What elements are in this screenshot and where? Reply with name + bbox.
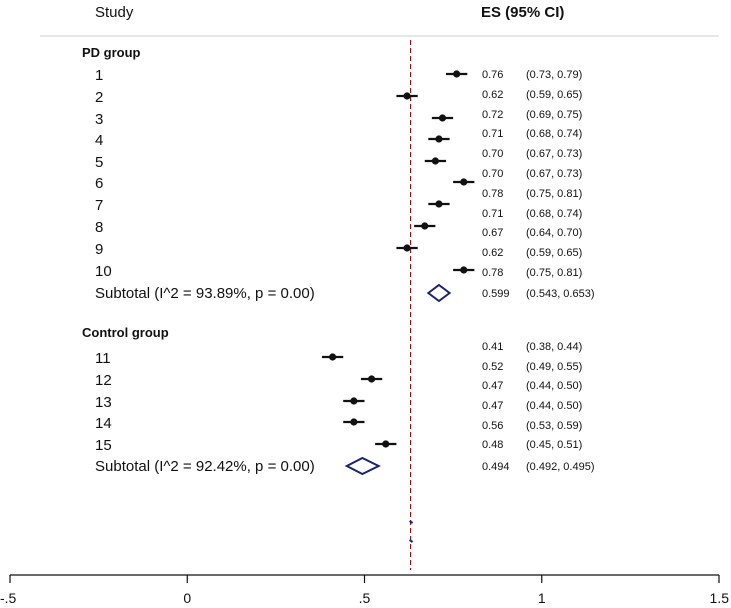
es-value: 0.48: [482, 439, 503, 451]
point-estimate: [367, 375, 376, 383]
study-label: 7: [95, 197, 103, 214]
es-value: 0.78: [482, 267, 503, 279]
study-label: 13: [95, 394, 112, 411]
x-tick-label: 1.5: [710, 590, 730, 606]
ci-value: (0.75, 0.81): [526, 267, 582, 279]
point-estimate: [431, 157, 439, 165]
study-label: 10: [95, 263, 112, 280]
point-estimate: [421, 222, 429, 230]
ci-value: (0.68, 0.74): [526, 128, 582, 140]
study-label: 3: [95, 111, 103, 128]
es-value: 0.78: [482, 188, 503, 200]
es-value: 0.47: [482, 400, 503, 412]
es-value: 0.72: [482, 109, 503, 121]
ci-value: (0.64, 0.70): [526, 227, 582, 239]
ci-value: (0.59, 0.65): [526, 247, 582, 259]
ci-value: (0.45, 0.51): [526, 439, 582, 451]
x-tick-label: 0: [183, 590, 191, 606]
study-label: 11: [95, 350, 111, 367]
group-label: PD group: [82, 45, 141, 60]
ci-value: (0.68, 0.74): [526, 208, 582, 220]
point-estimate: [350, 418, 358, 426]
study-label: 9: [95, 241, 103, 258]
study-label: 12: [95, 372, 112, 389]
es-value: 0.71: [482, 208, 503, 220]
subtotal-diamond: [344, 456, 381, 476]
ci-value: (0.49, 0.55): [526, 361, 582, 373]
ci-value: (0.69, 0.75): [526, 109, 582, 121]
ci-value: (0.53, 0.59): [526, 420, 582, 432]
subtotal-label: Subtotal (I^2 = 92.42%, p = 0.00): [95, 458, 315, 475]
study-label: 14: [95, 415, 112, 432]
header-es: ES (95% CI): [481, 4, 564, 21]
x-tick-label: -.5: [0, 590, 17, 606]
point-estimate: [350, 397, 358, 405]
ci-value: (0.67, 0.73): [526, 168, 582, 180]
ci-value: (0.44, 0.50): [526, 380, 582, 392]
es-value: 0.56: [482, 420, 503, 432]
overall-marker-top: [409, 520, 414, 524]
study-label: 4: [95, 132, 103, 149]
es-value: 0.71: [482, 128, 503, 140]
ci-value: (0.38, 0.44): [526, 341, 582, 353]
point-estimate: [435, 135, 443, 143]
es-value: 0.70: [482, 148, 503, 160]
es-value: 0.67: [482, 227, 503, 239]
study-label: 15: [95, 437, 112, 454]
header-study: Study: [95, 4, 134, 21]
subtotal-es-value: 0.494: [482, 461, 510, 473]
point-estimate: [403, 92, 411, 100]
point-estimate: [403, 244, 411, 252]
point-estimate: [438, 114, 447, 122]
point-estimate: [460, 266, 468, 274]
study-label: 1: [95, 67, 103, 84]
x-tick-label: 1: [538, 590, 546, 606]
plot-body: PD group 1 0.76 (0.73, 0.79) 2 0.62 (0.59, 0.6…: [0, 40, 729, 606]
ci-value: (0.44, 0.50): [526, 400, 582, 412]
es-value: 0.62: [482, 89, 503, 101]
es-value: 0.47: [482, 380, 503, 392]
subtotal-ci-value: (0.492, 0.495): [526, 461, 595, 473]
ci-value: (0.73, 0.79): [526, 69, 582, 81]
study-label: 8: [95, 219, 103, 236]
es-value: 0.76: [482, 69, 503, 81]
study-label: 6: [95, 175, 103, 192]
point-estimate: [435, 200, 443, 208]
point-estimate: [460, 178, 468, 186]
es-value: 0.41: [482, 341, 503, 353]
es-value: 0.70: [482, 168, 503, 180]
ci-value: (0.67, 0.73): [526, 148, 582, 160]
group-label: Control group: [82, 325, 169, 340]
subtotal-label: Subtotal (I^2 = 93.89%, p = 0.00): [95, 285, 315, 302]
ci-value: (0.59, 0.65): [526, 89, 582, 101]
point-estimate: [453, 70, 461, 78]
subtotal-es-value: 0.599: [482, 288, 510, 300]
x-tick-label: .5: [359, 590, 371, 606]
subtotal-ci-value: (0.543, 0.653): [526, 288, 595, 300]
study-label: 5: [95, 154, 103, 171]
overall-marker-bottom: [409, 539, 414, 543]
ci-value: (0.75, 0.81): [526, 188, 582, 200]
point-estimate: [382, 440, 390, 448]
study-label: 2: [95, 89, 103, 106]
subtotal-diamond: [426, 283, 452, 303]
es-value: 0.62: [482, 247, 503, 259]
es-value: 0.52: [482, 361, 503, 373]
point-estimate: [328, 353, 337, 361]
